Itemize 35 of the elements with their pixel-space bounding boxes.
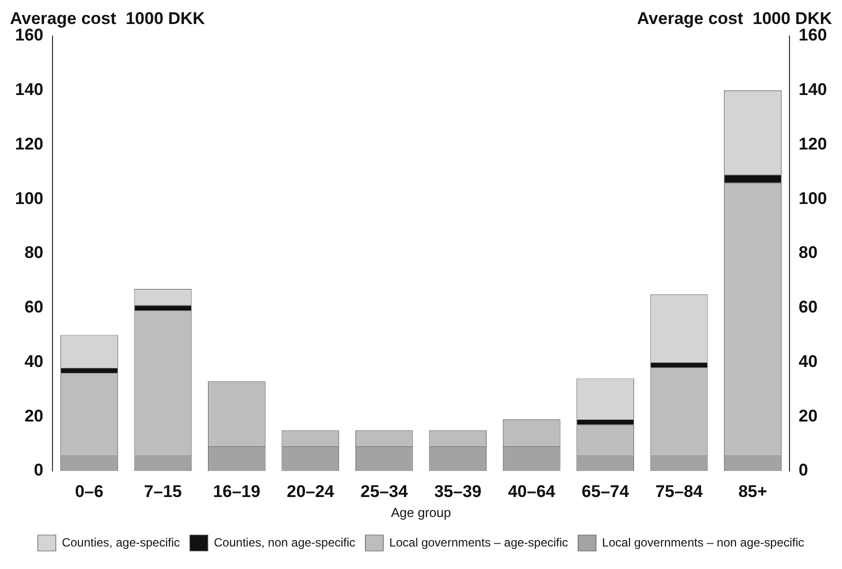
y2-tick-label: 0 xyxy=(798,460,808,480)
x-tick-label: 20–24 xyxy=(286,482,335,501)
x-tick-label: 16–19 xyxy=(213,482,260,501)
x-tick-label: 25–34 xyxy=(360,482,408,501)
x-tick-label: 35–39 xyxy=(434,482,482,501)
y2-tick-label: 160 xyxy=(798,26,828,45)
x-axis-title: Age group xyxy=(391,504,451,520)
x-tick-label: 0–6 xyxy=(75,482,104,501)
legend-label: Local governments – non age-specific xyxy=(602,535,804,550)
y-tick-label: 20 xyxy=(24,406,44,426)
y-tick-label: 140 xyxy=(14,80,44,100)
legend-label: Counties, non age-specific xyxy=(214,535,356,550)
x-tick-label: 40–64 xyxy=(508,482,556,501)
y2-tick-label: 120 xyxy=(798,134,828,154)
y-tick-label: 100 xyxy=(14,188,44,208)
y2-tick-label: 80 xyxy=(798,243,818,262)
y-tick-label: 80 xyxy=(24,243,44,262)
y-tick-label: 120 xyxy=(14,134,44,154)
y2-tick-label: 100 xyxy=(798,188,828,208)
x-tick-label: 75–84 xyxy=(655,482,704,501)
legend-label: Local governments – age-specific xyxy=(389,535,568,550)
y-axis-title: Average cost 1000 DKK xyxy=(10,9,206,28)
x-tick-label: 7–15 xyxy=(144,482,182,501)
y-tick-label: 60 xyxy=(24,298,44,317)
y2-tick-label: 140 xyxy=(798,80,828,100)
x-tick-label: 85+ xyxy=(738,482,768,501)
y-tick-label: 0 xyxy=(34,460,44,480)
y2-tick-label: 20 xyxy=(798,406,818,426)
y2-tick-label: 60 xyxy=(798,298,818,317)
y-tick-label: 40 xyxy=(24,352,44,371)
legend-label: Counties, age-specific xyxy=(62,535,180,550)
y-tick-label: 160 xyxy=(14,26,44,45)
y2-axis-title: Average cost 1000 DKK xyxy=(637,9,833,28)
y2-tick-label: 40 xyxy=(798,352,818,371)
x-tick-label: 65–74 xyxy=(582,482,630,501)
